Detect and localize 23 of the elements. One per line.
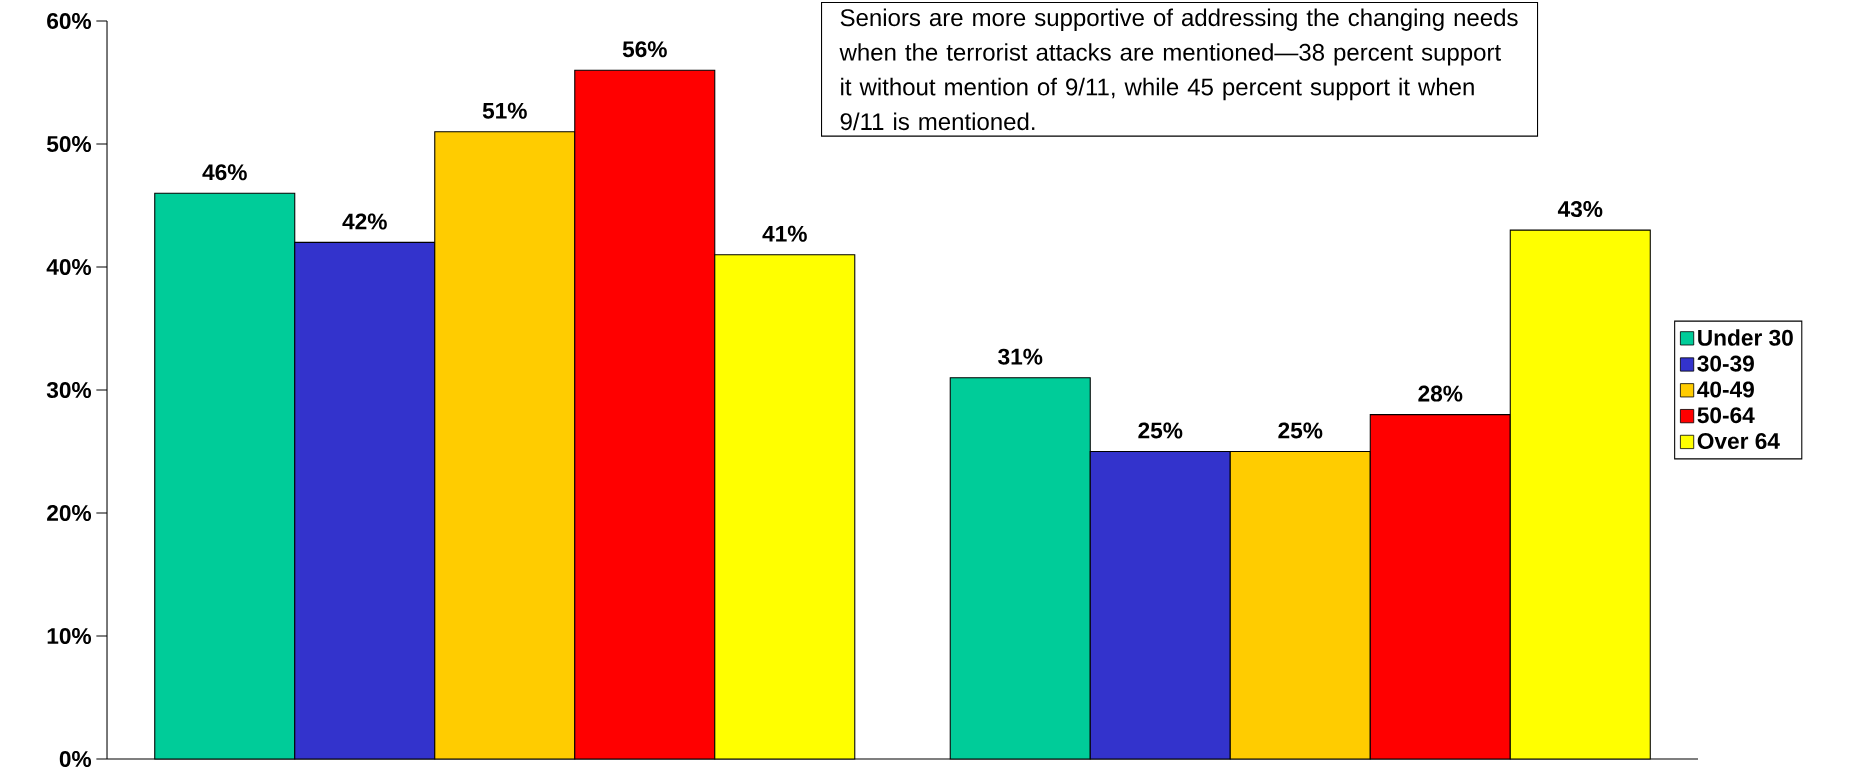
y-tick-label: 20% xyxy=(47,504,92,522)
y-tick-label: 40% xyxy=(46,258,92,276)
y-tick-label: 30% xyxy=(46,381,92,399)
data-label: 51% xyxy=(482,102,527,119)
legend-label: 50-64 xyxy=(1697,407,1755,424)
legend-label: Under 30 xyxy=(1698,329,1793,346)
data-label: 25% xyxy=(1278,422,1323,439)
data-label: 56% xyxy=(622,41,667,58)
y-tick-label: 10% xyxy=(47,627,92,645)
data-label: 28% xyxy=(1418,385,1463,402)
data-label: 43% xyxy=(1557,201,1603,218)
legend-label: 40-49 xyxy=(1697,381,1754,398)
y-tick-label: 0% xyxy=(59,750,92,768)
data-label: 25% xyxy=(1138,422,1183,439)
legend-label: Over 64 xyxy=(1697,433,1780,450)
legend-label: 30-39 xyxy=(1697,355,1754,372)
annotation: Seniors are more supportive of addressing the changing needs when the terrorist attacks are mentioned—38 percent support it without mention of 9/11, while 45 percent support it when 9/11 is mentioned. xyxy=(839,8,1518,131)
data-label: 46% xyxy=(202,164,247,181)
y-tick-label: 50% xyxy=(46,135,92,153)
data-label: 42% xyxy=(342,213,387,230)
data-label: 41% xyxy=(762,225,807,242)
y-tick-label: 60% xyxy=(47,12,92,30)
data-label: 31% xyxy=(998,348,1043,365)
